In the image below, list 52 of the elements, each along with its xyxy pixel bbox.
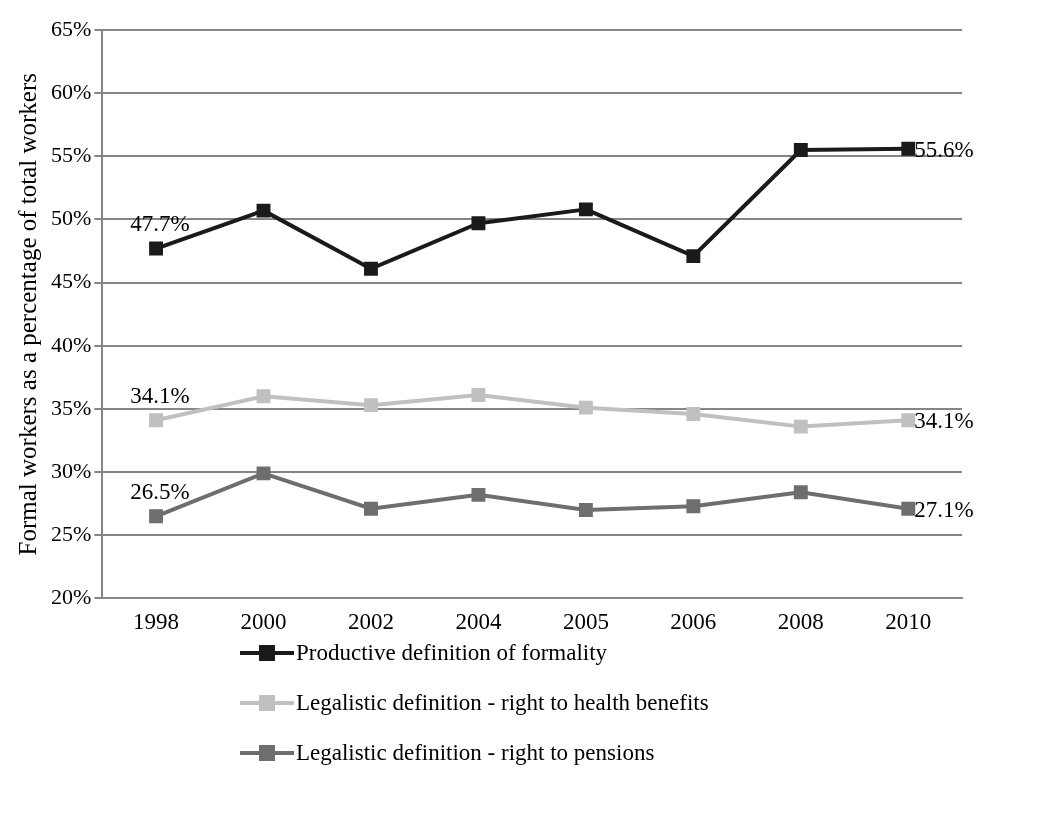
point: [686, 249, 701, 264]
point: [901, 141, 916, 156]
point: [901, 501, 916, 516]
x-tick-label: 2006: [670, 609, 717, 635]
y-tick-label: 30%: [51, 457, 92, 483]
y-tick-label: 45%: [51, 268, 92, 294]
point: [364, 261, 378, 276]
x-tick-label: 2000: [240, 609, 287, 635]
point: [686, 499, 701, 514]
point: [578, 400, 593, 415]
x-tick-label: 2010: [885, 609, 932, 635]
data-label: 34.1%: [914, 408, 974, 434]
point: [686, 407, 701, 421]
point: [471, 216, 486, 231]
x-tick-label: 2005: [562, 609, 609, 635]
point: [149, 241, 164, 256]
point: [578, 202, 593, 217]
point: [793, 143, 808, 157]
y-tick-label: 50%: [51, 205, 92, 231]
point: [256, 203, 271, 218]
data-label: 47.7%: [130, 211, 190, 237]
y-tick-label: 20%: [51, 584, 92, 610]
data-label: 55.6%: [914, 136, 974, 162]
y-tick-label: 65%: [51, 15, 92, 41]
x-tick-label: 1998: [133, 609, 180, 635]
point: [471, 487, 486, 502]
point: [793, 419, 808, 434]
point: [256, 389, 271, 404]
point: [256, 466, 271, 481]
legend-label: Legalistic definition - right to pensions: [296, 740, 655, 766]
y-tick-label: 25%: [51, 521, 92, 547]
point: [364, 398, 378, 413]
data-label: 26.5%: [130, 478, 190, 504]
point: [793, 485, 808, 500]
point: [149, 413, 164, 428]
x-tick-label: 2004: [455, 609, 502, 635]
x-tick-label: 2002: [347, 609, 394, 635]
y-tick-label: 60%: [51, 78, 92, 104]
x-tick-label: 2008: [777, 609, 824, 635]
point: [149, 509, 164, 524]
y-tick-label: 40%: [51, 331, 92, 357]
data-label: 34.1%: [130, 382, 190, 408]
data-label: 27.1%: [914, 496, 974, 522]
point: [364, 501, 378, 516]
y-tick-label: 35%: [51, 394, 92, 420]
y-tick-label: 55%: [51, 142, 92, 168]
point: [901, 413, 916, 428]
point: [471, 388, 486, 402]
legend-label: Legalistic definition - right to health benefits: [296, 690, 709, 716]
point: [578, 503, 593, 517]
y-axis-title: Formal workers as a percentage of total workers: [13, 72, 41, 556]
legend-label: Productive definition of formality: [296, 640, 608, 666]
